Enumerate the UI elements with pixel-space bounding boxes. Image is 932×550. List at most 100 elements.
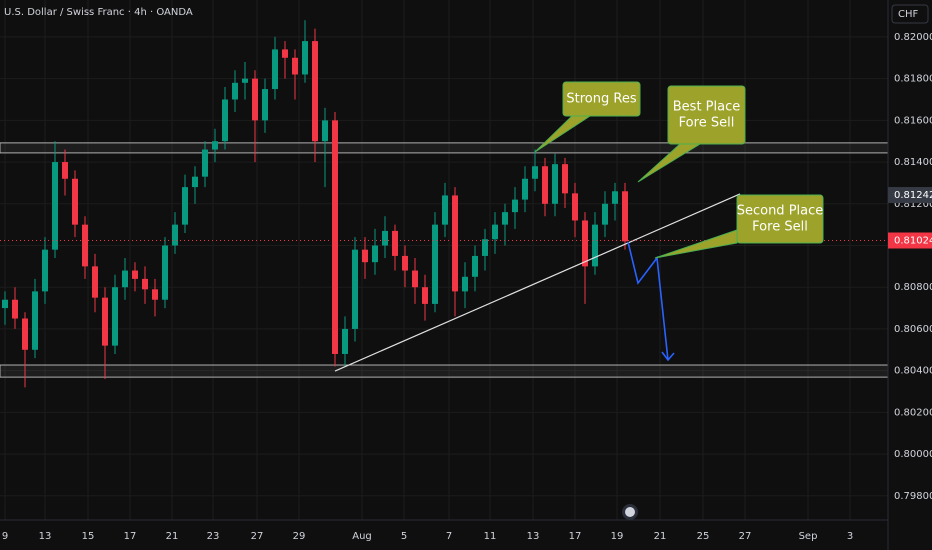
- candle-body: [192, 176, 198, 188]
- zone: [0, 142, 889, 154]
- candle-body: [292, 57, 298, 75]
- candle-body: [2, 299, 8, 309]
- y-tick-label: 0.81400: [894, 157, 932, 168]
- candle-body: [272, 49, 278, 90]
- candle-body: [72, 178, 78, 225]
- axes: 0.79800 0.80000 0.80200 0.80400 0.80600 0.808…: [2, 32, 932, 542]
- candle-body: [22, 318, 28, 350]
- x-tick-label: 25: [697, 531, 710, 542]
- callout-text: Strong Res: [566, 92, 636, 107]
- candle-body: [262, 89, 268, 121]
- x-tick-label: 27: [739, 531, 752, 542]
- candle-body: [222, 99, 228, 142]
- x-tick-label: 13: [39, 531, 52, 542]
- callout: Strong Res: [534, 81, 641, 153]
- logo: [622, 504, 638, 520]
- candle-body: [322, 120, 328, 142]
- projection-arrowhead: [661, 351, 675, 362]
- candle-body: [372, 245, 378, 263]
- candle-body: [202, 149, 208, 177]
- candle-body: [32, 291, 38, 350]
- candle-body: [452, 195, 458, 292]
- x-tick-label: 5: [401, 531, 407, 542]
- candle-body: [122, 270, 128, 288]
- candle-body: [432, 224, 438, 304]
- zone: [0, 364, 889, 378]
- x-tick-label: Sep: [799, 531, 818, 542]
- candle-body: [582, 220, 588, 267]
- y-tick-label: 0.80800: [894, 282, 932, 293]
- candle-body: [152, 289, 158, 300]
- candle-body: [422, 287, 428, 304]
- candle-body: [462, 276, 468, 292]
- candle-body: [392, 230, 398, 256]
- currency-box: [891, 4, 929, 24]
- candle-body: [182, 187, 188, 225]
- candle-body: [362, 249, 368, 263]
- candle-body: [482, 239, 488, 256]
- x-tick-label: 29: [293, 531, 306, 542]
- candle-body: [102, 297, 108, 346]
- callout-text: Best Place: [673, 100, 740, 115]
- x-tick-label: 19: [611, 531, 624, 542]
- candle-body: [602, 203, 608, 225]
- y-tick-label: 0.82000: [894, 32, 932, 43]
- candle-body: [512, 199, 518, 213]
- x-tick-label: 17: [124, 531, 137, 542]
- x-tick-label: 23: [207, 531, 220, 542]
- candle-body: [402, 255, 408, 271]
- candle-body: [302, 41, 308, 75]
- trendline: [334, 193, 741, 372]
- candle-body: [622, 191, 628, 242]
- candle-body: [12, 299, 18, 319]
- candle-body: [552, 164, 558, 204]
- candle-body: [542, 166, 548, 204]
- x-tick-label: 21: [654, 531, 667, 542]
- candle-body: [232, 82, 238, 100]
- y-tick-label: 0.80200: [894, 407, 932, 418]
- candle-body: [492, 224, 498, 240]
- candle-body: [82, 224, 88, 267]
- candle-body: [412, 270, 418, 288]
- candle-body: [242, 78, 248, 83]
- candle-body: [52, 162, 58, 250]
- y-tick-label: 0.81600: [894, 115, 932, 126]
- callout-box: [562, 81, 641, 117]
- price-label: 0.81242: [894, 190, 932, 201]
- projection-path: [627, 241, 669, 361]
- candle-body: [502, 212, 508, 225]
- callout-text: Fore Sell: [679, 116, 735, 131]
- candle-body: [62, 162, 68, 179]
- candle-body: [42, 249, 48, 292]
- candle-body: [212, 141, 218, 150]
- candle-body: [532, 166, 538, 179]
- candle-body: [442, 195, 448, 225]
- y-tick-label: 0.80600: [894, 324, 932, 335]
- y-tick-label: 0.81200: [894, 199, 932, 210]
- x-tick-label: 17: [569, 531, 582, 542]
- candle-body: [92, 266, 98, 298]
- x-tick-label: 9: [2, 531, 8, 542]
- candle-body: [352, 249, 358, 329]
- callout-box: [736, 194, 824, 244]
- callout-box: [667, 85, 746, 145]
- y-tick-label: 0.79800: [894, 491, 932, 502]
- candle-body: [252, 78, 258, 121]
- symbol-header: U.S. Dollar / Swiss Franc · 4h · OANDA: [4, 7, 193, 18]
- candle-body: [382, 230, 388, 246]
- candle-body: [342, 328, 348, 354]
- candle-body: [162, 245, 168, 300]
- price-label-box: [888, 232, 932, 249]
- candle-body: [282, 49, 288, 58]
- callout-text: Second Place: [737, 204, 824, 219]
- candle-body: [312, 41, 318, 142]
- price-label-box: [888, 187, 932, 204]
- callout-text: Fore Sell: [752, 220, 808, 235]
- currency: CHF: [898, 9, 919, 20]
- y-tick-label: 0.80400: [894, 366, 932, 377]
